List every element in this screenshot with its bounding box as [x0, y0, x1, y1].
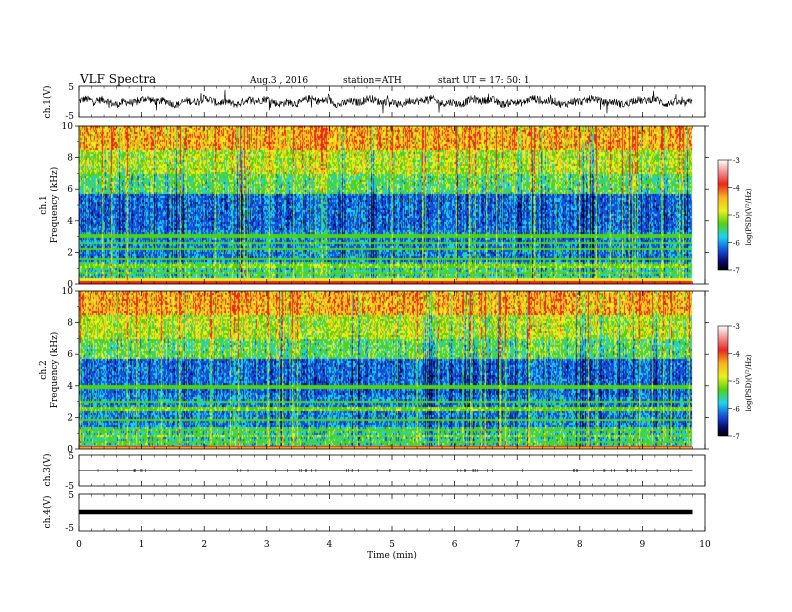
x-tick-label-10: 10: [699, 540, 711, 550]
freq-tick-label-6: 6: [67, 185, 73, 195]
ch1-waveform-trace: [78, 89, 693, 114]
x-tick-label-9: 9: [640, 540, 646, 550]
ch1-spectrogram-image: [79, 126, 705, 284]
x-tick-label-1: 1: [139, 540, 145, 550]
ch1-colorbar: -3 -4 -5 -6 -7: [717, 157, 740, 275]
ch3-waveform-trace: [79, 469, 693, 472]
x-tick-label-0: 0: [76, 540, 82, 550]
ch3-ytick-top: 5: [68, 452, 74, 462]
ch1-waveform-ylabel: ch.1(V): [42, 86, 53, 119]
x-tick-label-2: 2: [201, 540, 207, 550]
ch2-spectrogram-ylabel: Frequency (kHz): [49, 332, 60, 409]
x-tick-label-3: 3: [264, 540, 270, 550]
colorbar-scale: [717, 159, 729, 271]
freq-tick-label-2: 2: [67, 248, 73, 258]
freq-tick-label-10: 10: [62, 122, 74, 132]
x-tick-label-7: 7: [514, 540, 520, 550]
colorbar-tick-label--3: -3: [733, 323, 740, 331]
ch3-waveform-panel: 5 -5 ch.3(V): [42, 452, 706, 492]
colorbar-tick-label--4: -4: [733, 185, 740, 193]
x-tick-label-5: 5: [389, 540, 395, 550]
time-axis-ticks: 0 1 2 3 4 5 6 7 8 9 10: [76, 86, 711, 550]
ch2-spectrogram-channel-label: ch.2: [39, 360, 49, 379]
freq-tick-label-10: 10: [62, 287, 74, 297]
colorbar-tick-label--5: -5: [733, 378, 740, 386]
x-tick-label-8: 8: [577, 540, 583, 550]
ch1-ytick-top: 5: [68, 83, 74, 93]
freq-tick-label-0: 0: [67, 280, 73, 290]
ch1-ytick-bottom: -5: [65, 112, 74, 122]
freq-tick-label-8: 8: [67, 319, 73, 329]
x-tick-label-4: 4: [327, 540, 333, 550]
ch1-spectrogram-ylabel: Frequency (kHz): [49, 167, 60, 244]
ch1-colorbar-label: log(PSD)(V²/Hz): [745, 188, 753, 245]
ch3-waveform-ylabel: ch.3(V): [42, 454, 53, 487]
ch1-freq-ticks: 0 2 4 6 8 10: [62, 122, 709, 290]
header-date: Aug.3 , 2016: [249, 76, 308, 86]
ch4-ytick-top: 5: [68, 491, 74, 501]
figure-title: VLF Spectra: [79, 72, 156, 86]
colorbar-tick-label--6: -6: [733, 406, 740, 414]
colorbar-tick-label--3: -3: [733, 157, 740, 165]
freq-tick-label-6: 6: [67, 350, 73, 360]
header-start-time: start UT = 17: 50: 1: [438, 76, 530, 86]
ch1-spectrogram-channel-label: ch.1: [39, 195, 49, 214]
ch2-freq-ticks: 0 2 4 6 8 10: [62, 287, 709, 455]
ch2-colorbar-label: log(PSD)(V²/Hz): [745, 354, 753, 411]
colorbar-tick-label--7: -7: [733, 433, 740, 441]
freq-tick-label-2: 2: [67, 413, 73, 423]
freq-tick-label-4: 4: [67, 382, 73, 392]
colorbar-scale: [717, 325, 729, 437]
ch4-waveform-panel: 5 -5 ch.4(V): [42, 491, 706, 534]
ch2-colorbar: -3 -4 -5 -6 -7: [717, 323, 740, 441]
time-axis-label: Time (min): [367, 550, 417, 561]
ch4-waveform-ylabel: ch.4(V): [42, 496, 53, 529]
colorbar-tick-label--5: -5: [733, 212, 740, 220]
ch3-ytick-bottom: -5: [65, 482, 74, 492]
ch4-ytick-bottom: -5: [65, 524, 74, 534]
ch1-waveform-panel: 5 -5 ch.1(V): [42, 83, 706, 122]
freq-tick-label-0: 0: [67, 445, 73, 455]
colorbar-tick-label--7: -7: [733, 267, 740, 275]
colorbar-tick-label--4: -4: [733, 351, 740, 359]
freq-tick-label-8: 8: [67, 154, 73, 164]
ch2-spectrogram-image: [79, 291, 705, 449]
x-tick-label-6: 6: [452, 540, 458, 550]
colorbar-tick-label--6: -6: [733, 240, 740, 248]
header-station: station=ATH: [343, 76, 402, 86]
freq-tick-label-4: 4: [67, 217, 73, 227]
